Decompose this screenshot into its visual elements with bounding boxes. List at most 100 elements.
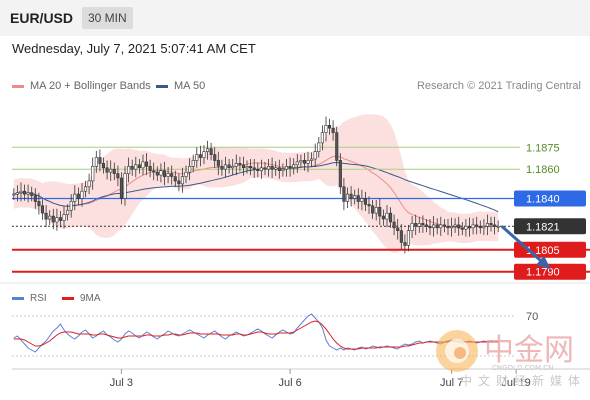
- candle-body-81: [302, 160, 307, 164]
- candle-body-8: [40, 205, 45, 214]
- candle-body-122: [449, 226, 454, 229]
- candle-body-131: [482, 226, 486, 229]
- legend-ma50: MA 50: [156, 80, 205, 92]
- candle-body-32: [127, 166, 131, 174]
- candle-body-51: [195, 154, 199, 161]
- rsi-line: [13, 313, 499, 353]
- candle-body-28: [112, 168, 116, 174]
- candle-body-42: [162, 170, 166, 177]
- candle-body-35: [137, 164, 141, 169]
- candle-body-62: [234, 163, 238, 167]
- candle-body-45: [173, 176, 177, 182]
- x-tick-label-2: Jul 7: [440, 377, 463, 389]
- candle-body-6: [33, 195, 37, 202]
- watermark: 中金网 CNGOLD.COM.CN 中文财经新媒体: [432, 325, 582, 387]
- candle-body-11: [51, 215, 55, 223]
- watermark-logo: 中金网 CNGOLD.COM.CN 中文财经新媒体: [436, 330, 580, 387]
- candle-body-9: [44, 212, 48, 220]
- candle-body-17: [73, 193, 77, 202]
- candle-body-103: [381, 215, 385, 220]
- pair-title: EUR/USD: [10, 10, 74, 26]
- legend-label-ma50: MA 50: [174, 80, 206, 92]
- candle-body-10: [48, 215, 52, 220]
- candle-body-58: [220, 166, 224, 170]
- level-label-4: 1.1805: [526, 245, 560, 257]
- level-tag-3: [514, 218, 586, 235]
- candle-body-14: [62, 214, 66, 221]
- candle-body-1: [15, 192, 19, 195]
- level-label-3: 1.1821: [526, 221, 560, 233]
- candle-body-125: [460, 227, 464, 230]
- candle-body-54: [206, 148, 210, 152]
- candle-body-92: [342, 186, 346, 202]
- legend-swatch-ma50: [156, 84, 168, 88]
- level-tag-5: [514, 263, 586, 280]
- candle-body-38: [148, 166, 152, 172]
- candle-body-15: [66, 209, 70, 215]
- candle-body-129: [475, 224, 479, 227]
- candle-body-65: [245, 166, 249, 169]
- candle-body-119: [439, 224, 443, 229]
- candle-body-135: [496, 226, 500, 228]
- svg-text:CNGOLD.COM.CN: CNGOLD.COM.CN: [492, 364, 553, 372]
- credit-text: Research © 2021 Trading Central: [416, 80, 581, 92]
- ma20-line: [13, 155, 499, 230]
- candle-body-113: [417, 223, 421, 227]
- candle-body-59: [223, 164, 227, 170]
- legend-swatch-bollinger: [12, 84, 24, 88]
- candle-body-18: [76, 193, 80, 199]
- candle-body-72: [270, 166, 274, 170]
- candle-body-41: [159, 170, 163, 176]
- candle-body-87: [324, 125, 328, 133]
- candle-body-126: [464, 226, 468, 230]
- candle-body-100: [371, 205, 375, 214]
- candle-body-50: [191, 160, 195, 167]
- x-tick-label-1: Jul 6: [278, 377, 301, 389]
- candle-body-106: [392, 221, 396, 229]
- candle-body-77: [288, 166, 292, 169]
- candle-body-99: [367, 204, 371, 207]
- candle-body-46: [177, 180, 181, 185]
- candle-body-112: [414, 223, 418, 227]
- candle-body-115: [424, 224, 429, 227]
- candle-body-93: [345, 193, 350, 202]
- candle-body-27: [109, 168, 113, 173]
- candle-body-86: [320, 132, 324, 144]
- candle-body-57: [216, 160, 220, 167]
- candle-body-110: [406, 230, 411, 246]
- legend-label-rsi: RSI: [30, 293, 47, 304]
- candle-body-26: [105, 167, 109, 173]
- candle-body-134: [493, 224, 497, 227]
- candle-body-98: [363, 198, 368, 205]
- candle-body-21: [87, 180, 91, 188]
- candle-body-118: [435, 224, 439, 229]
- candle-body-114: [421, 223, 425, 226]
- candle-body-20: [84, 186, 88, 192]
- candle-body-66: [249, 166, 253, 169]
- candle-body-55: [209, 148, 213, 155]
- candle-body-94: [349, 193, 353, 199]
- candle-body-76: [284, 166, 289, 170]
- candle-body-39: [152, 170, 156, 173]
- candle-body-4: [26, 192, 30, 195]
- candle-body-116: [428, 226, 432, 229]
- candle-body-29: [116, 173, 120, 179]
- candle-body-63: [238, 163, 242, 166]
- candle-body-31: [123, 173, 127, 199]
- timeframe-badge[interactable]: 30 MIN: [82, 7, 133, 29]
- candle-body-133: [489, 223, 493, 226]
- level-label-0: 1.1875: [526, 142, 560, 154]
- candle-body-127: [467, 226, 472, 229]
- candle-body-34: [134, 164, 138, 170]
- candle-body-96: [356, 195, 360, 202]
- candle-body-36: [141, 161, 145, 169]
- candle-body-44: [170, 173, 174, 177]
- candle-body-22: [91, 166, 95, 182]
- candle-body-90: [335, 132, 339, 161]
- candle-body-88: [327, 125, 332, 129]
- candle-body-78: [292, 164, 296, 169]
- candle-body-74: [277, 167, 281, 172]
- candle-body-25: [101, 163, 105, 169]
- candle-body-69: [259, 167, 263, 172]
